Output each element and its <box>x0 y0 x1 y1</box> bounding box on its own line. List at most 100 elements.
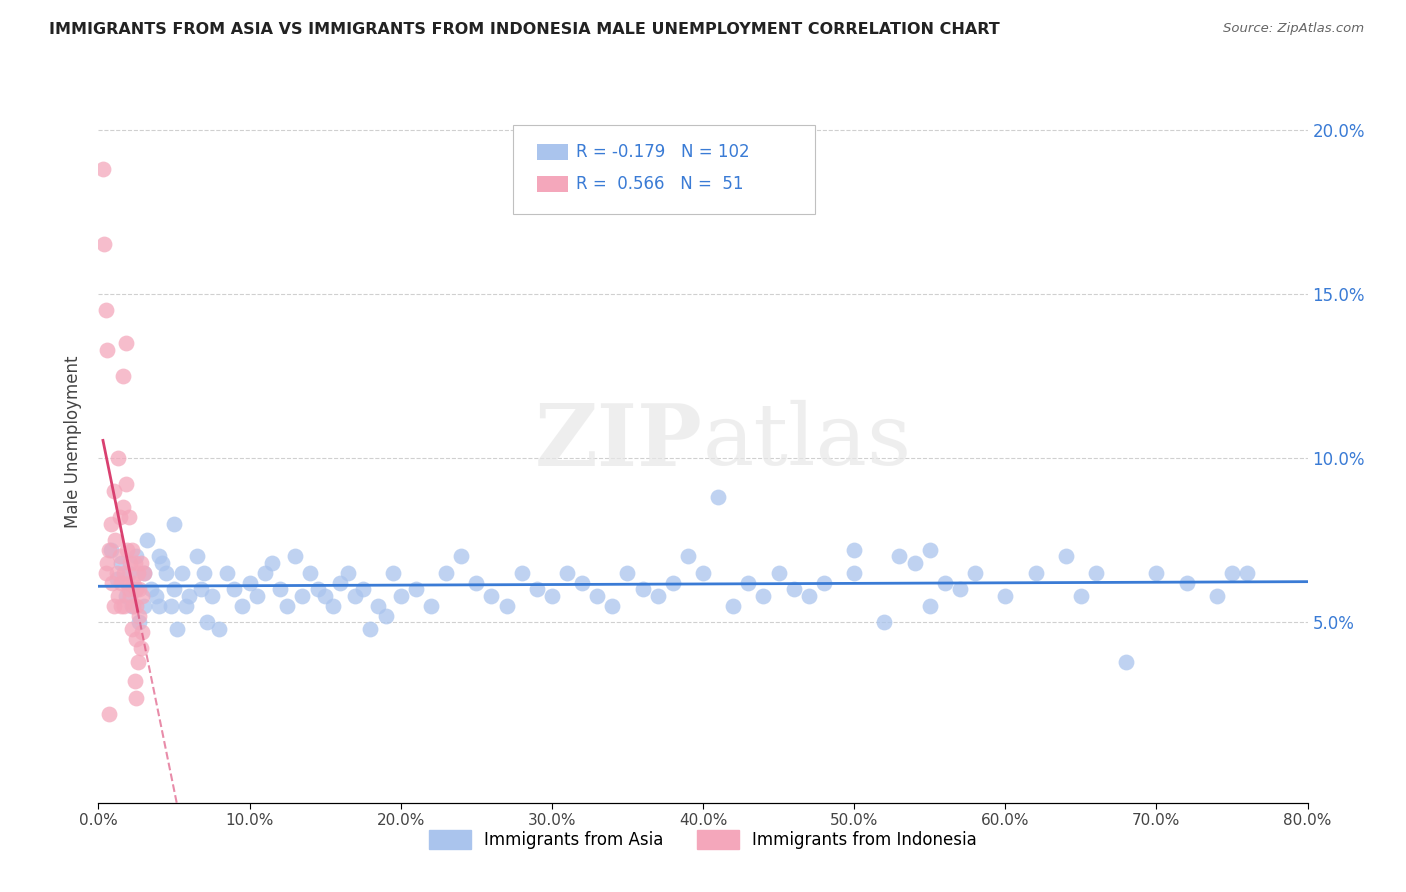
Point <box>114 477 136 491</box>
Point <box>201 589 224 603</box>
Point <box>121 542 143 557</box>
Point <box>148 599 170 613</box>
Point <box>889 549 911 564</box>
Point <box>661 575 683 590</box>
Point <box>239 575 262 590</box>
Point <box>131 625 153 640</box>
Point <box>131 589 153 603</box>
Point <box>224 582 246 597</box>
Point <box>676 549 699 564</box>
Point <box>118 510 141 524</box>
Point <box>135 533 157 547</box>
Point <box>111 368 134 383</box>
Point <box>1175 575 1198 590</box>
Point <box>269 582 291 597</box>
Point <box>1115 655 1137 669</box>
Point <box>813 575 835 590</box>
Point <box>120 589 142 603</box>
Legend: Immigrants from Asia, Immigrants from Indonesia: Immigrants from Asia, Immigrants from In… <box>423 823 983 856</box>
Point <box>360 622 382 636</box>
Point <box>231 599 253 613</box>
Point <box>797 589 820 603</box>
Point <box>112 599 135 613</box>
Text: R = -0.179   N = 102: R = -0.179 N = 102 <box>576 143 749 161</box>
Point <box>150 556 173 570</box>
Point <box>465 575 488 590</box>
Point <box>163 582 186 597</box>
Point <box>103 483 125 498</box>
Point <box>122 599 145 613</box>
Point <box>555 566 578 580</box>
Point <box>98 542 121 557</box>
Point <box>352 582 374 597</box>
Point <box>1220 566 1243 580</box>
Point <box>1144 566 1167 580</box>
Point <box>602 599 624 613</box>
Point <box>115 575 138 590</box>
Point <box>170 566 193 580</box>
Point <box>128 615 150 630</box>
Point <box>692 566 714 580</box>
Point <box>195 615 218 630</box>
Point <box>91 161 114 176</box>
Text: ZIP: ZIP <box>536 400 703 483</box>
Point <box>132 599 155 613</box>
Point <box>110 556 132 570</box>
Point <box>125 582 148 597</box>
Text: Source: ZipAtlas.com: Source: ZipAtlas.com <box>1223 22 1364 36</box>
Point <box>118 566 141 580</box>
Point <box>707 491 730 505</box>
Point <box>100 516 122 531</box>
Point <box>382 566 405 580</box>
Point <box>128 582 150 597</box>
Point <box>179 589 201 603</box>
Point <box>129 556 152 570</box>
Point <box>145 589 167 603</box>
Point <box>101 575 124 590</box>
Point <box>1070 589 1092 603</box>
Point <box>112 566 135 580</box>
Point <box>450 549 472 564</box>
Point <box>107 589 129 603</box>
Point <box>125 690 148 705</box>
Point <box>155 566 177 580</box>
Point <box>111 500 134 515</box>
Point <box>129 641 152 656</box>
Point <box>495 599 517 613</box>
Point <box>94 566 117 580</box>
Point <box>148 549 170 564</box>
Point <box>329 575 352 590</box>
Point <box>174 599 197 613</box>
Point <box>98 707 121 722</box>
Point <box>291 589 314 603</box>
Point <box>190 582 212 597</box>
Point <box>374 608 396 623</box>
Point <box>125 582 148 597</box>
Point <box>1236 566 1258 580</box>
Point <box>121 622 143 636</box>
Point <box>121 599 143 613</box>
Point <box>367 599 389 613</box>
Point <box>105 573 128 587</box>
Point <box>132 566 155 580</box>
Point <box>344 589 367 603</box>
Point <box>127 566 149 580</box>
Point <box>844 542 866 557</box>
Point <box>526 582 548 597</box>
Point <box>336 566 359 580</box>
Point <box>299 566 322 580</box>
Point <box>105 566 128 580</box>
Point <box>125 599 148 613</box>
Text: R =  0.566   N =  51: R = 0.566 N = 51 <box>576 175 744 193</box>
Point <box>125 632 148 646</box>
Point <box>100 542 122 557</box>
Point <box>752 589 775 603</box>
Point <box>616 566 638 580</box>
Point <box>127 655 149 669</box>
Point <box>934 575 956 590</box>
Point <box>108 549 131 564</box>
Point <box>193 566 215 580</box>
Point <box>107 450 129 465</box>
Point <box>124 556 146 570</box>
Point <box>253 566 276 580</box>
